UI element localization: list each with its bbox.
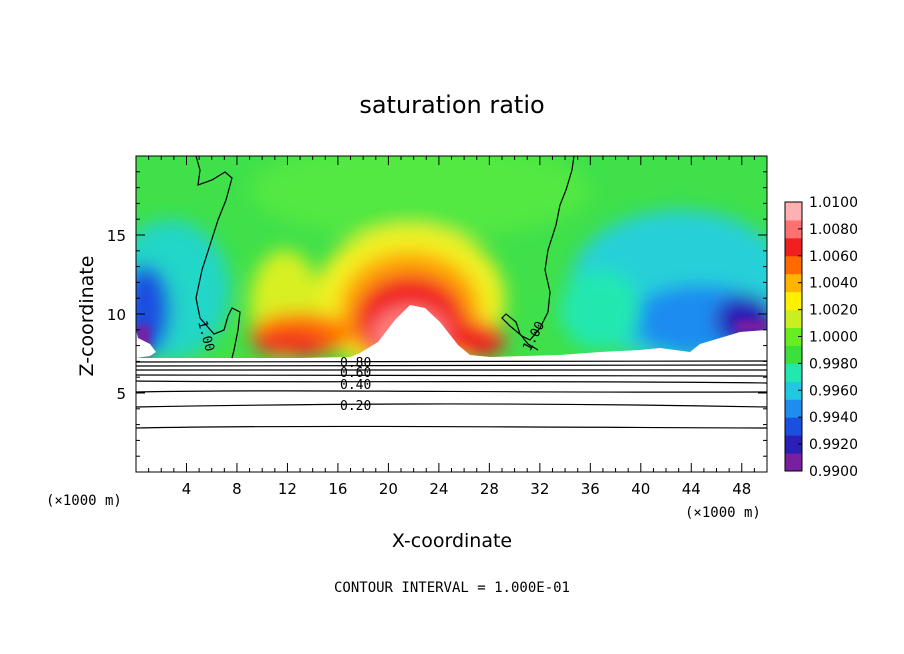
x-tick-label: 32 xyxy=(530,480,549,498)
colorbar-tick-label: 1.0040 xyxy=(809,276,858,292)
colorbar-tick-label: 0.9900 xyxy=(809,464,858,480)
x-axis-ticks: 4 8 12 16 20 24 28 32 36 40 44 48 xyxy=(148,156,755,498)
x-tick-label: 8 xyxy=(232,480,242,498)
x-unit-label-right: (×1000 m) xyxy=(685,505,761,521)
x-tick-label: 44 xyxy=(682,480,701,498)
colorbar-segment xyxy=(785,417,802,436)
colorbar-tick-label: 1.0020 xyxy=(809,303,858,319)
colorbar-segment xyxy=(785,219,802,239)
colorbar-segment xyxy=(785,345,802,364)
subsaturated-region xyxy=(136,305,767,472)
x-tick-label: 28 xyxy=(480,480,499,498)
colorbar: 0.9900 0.9920 0.9940 0.9960 0.9980 1.0000 1.00… xyxy=(784,195,858,480)
colorbar-segment xyxy=(785,399,802,418)
contour-label-0-60: 0.60 xyxy=(340,366,371,381)
y-axis-ticks: 5 10 15 xyxy=(107,171,767,457)
field-left-red xyxy=(255,333,325,357)
x-tick-label: 24 xyxy=(429,480,448,498)
colorbar-tick-label: 1.0060 xyxy=(809,249,858,265)
x-unit-label-left: (×1000 m) xyxy=(46,493,122,509)
colorbar-segment xyxy=(785,202,802,221)
y-tick-label: 5 xyxy=(116,385,126,403)
x-tick-label: 40 xyxy=(631,480,650,498)
colorbar-segment xyxy=(785,309,802,329)
x-tick-label: 4 xyxy=(182,480,192,498)
contour-0-50 xyxy=(136,374,767,377)
y-axis-label: Z-coordinate xyxy=(76,256,98,377)
colorbar-segment xyxy=(785,381,802,400)
x-tick-label: 48 xyxy=(732,480,751,498)
colorbar-segment xyxy=(785,363,802,382)
chart-title: saturation ratio xyxy=(359,91,544,119)
x-tick-label: 36 xyxy=(581,480,600,498)
x-tick-label: 12 xyxy=(278,480,297,498)
contour-0-10 xyxy=(136,425,767,429)
contour-0-20 xyxy=(136,403,767,408)
colorbar-segment xyxy=(785,453,802,472)
colorbar-segment xyxy=(785,273,802,293)
colorbar-segment xyxy=(785,327,802,346)
field-mid-cyan xyxy=(560,270,640,350)
contour-label-0-80: 0.80 xyxy=(340,356,371,371)
colorbar-segment xyxy=(785,237,802,257)
contour-interval-note: CONTOUR INTERVAL = 1.000E-01 xyxy=(334,580,570,596)
colorbar-tick-label: 0.9960 xyxy=(809,383,858,399)
field-upper-green xyxy=(250,156,590,240)
x-axis-label: X-coordinate xyxy=(392,530,512,552)
y-tick-label: 10 xyxy=(107,306,126,324)
colorbar-tick-label: 0.9980 xyxy=(809,356,858,372)
colorbar-tick-label: 1.0000 xyxy=(809,330,858,346)
colorbar-tick-label: 0.9920 xyxy=(809,437,858,453)
contour-label-0-40: 0.40 xyxy=(340,378,371,393)
contour-label-0-20: 0.20 xyxy=(340,399,371,414)
contour-1-00-right xyxy=(501,156,575,351)
x-tick-label: 16 xyxy=(328,480,347,498)
colorbar-segment xyxy=(785,435,802,454)
contour-0-40 xyxy=(136,380,767,384)
contour-0-60 xyxy=(136,369,767,371)
y-tick-label: 15 xyxy=(107,227,126,245)
field-right-edge-purple xyxy=(735,320,767,332)
contour-0-30 xyxy=(136,390,767,393)
colorbar-tick-label: 1.0100 xyxy=(809,195,858,211)
colorbar-tick-label: 0.9940 xyxy=(809,410,858,426)
colorbar-segment xyxy=(785,255,802,275)
contour-1-00-left xyxy=(195,156,241,359)
x-tick-label: 20 xyxy=(379,480,398,498)
colorbar-segment xyxy=(785,291,802,311)
colorbar-tick-label: 1.0080 xyxy=(809,222,858,238)
plot-area xyxy=(136,156,767,472)
